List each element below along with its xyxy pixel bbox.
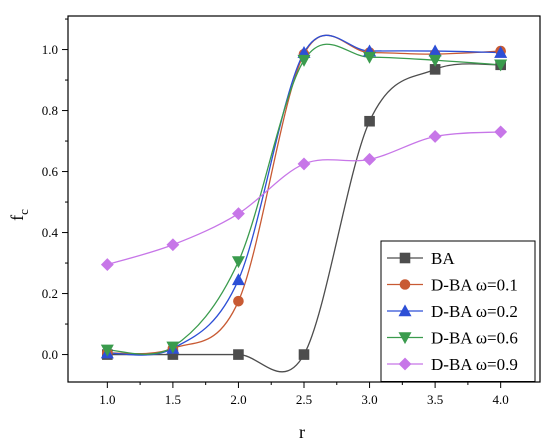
series-markers <box>100 44 508 360</box>
data-point-series-0 <box>298 349 310 360</box>
y-tick-label: 1.0 <box>42 42 58 57</box>
legend-marker <box>398 332 412 345</box>
data-point-series-3 <box>166 341 180 354</box>
series-line-2 <box>107 34 501 356</box>
x-axis-label: r <box>299 422 305 442</box>
legend-label: BA <box>431 249 455 268</box>
data-point-series-4 <box>428 130 442 143</box>
data-point-series-2 <box>231 273 245 286</box>
data-point-series-3 <box>363 51 377 64</box>
x-tick-marks: 1.0 1.5 2.0 2.5 3.0 3.5 4.0 <box>99 382 509 407</box>
x-tick-label: 1.5 <box>165 392 181 407</box>
data-point-series-3 <box>428 54 442 67</box>
y-axis-label-main: f <box>7 215 27 221</box>
x-tick-label: 3.0 <box>361 392 377 407</box>
y-axis-label-subscript: c <box>16 209 31 215</box>
y-tick-label: 0.2 <box>42 286 58 301</box>
data-point-series-3 <box>231 256 245 269</box>
plot-frame <box>67 15 541 383</box>
y-tick-label: 0.4 <box>42 225 59 240</box>
data-point-series-3 <box>100 344 114 357</box>
legend-label: D-BA ω=0.9 <box>431 355 518 374</box>
y-tick-label: 0.0 <box>42 347 58 362</box>
legend-label: D-BA ω=0.6 <box>431 329 518 348</box>
x-tick-label: 4.0 <box>493 392 509 407</box>
y-tick-label: 0.8 <box>42 103 58 118</box>
data-point-series-3 <box>297 54 311 67</box>
data-point-series-0 <box>233 349 244 360</box>
x-tick-label: 2.5 <box>296 392 312 407</box>
legend-label: D-BA ω=0.1 <box>431 276 518 295</box>
y-tick-marks: 0.0 0.2 0.4 0.6 0.8 1.0 <box>42 18 68 362</box>
axis-frame <box>67 15 541 383</box>
data-point-series-4 <box>232 207 245 221</box>
data-point-series-3 <box>494 59 508 72</box>
data-point-series-0 <box>364 115 375 127</box>
data-point-series-4 <box>297 157 311 171</box>
data-point-series-1 <box>233 295 244 307</box>
legend-marker <box>398 304 412 317</box>
legend-label: D-BA ω=0.2 <box>431 302 518 321</box>
y-tick-label: 0.6 <box>42 164 59 179</box>
data-point-series-4 <box>100 258 114 271</box>
data-point-series-4 <box>494 125 508 139</box>
data-point-series-4 <box>166 238 180 252</box>
y-axis-label: fc <box>7 209 31 221</box>
data-point-series-2 <box>494 45 508 58</box>
x-tick-label: 1.0 <box>99 392 115 407</box>
legend: BA D-BA ω=0.1 D-BA ω=0.2 D-BA ω=0.6 D-BA ω=0… <box>380 240 536 382</box>
data-point-series-4 <box>363 152 376 166</box>
legend-marker <box>398 357 412 371</box>
x-tick-label: 3.5 <box>427 392 443 407</box>
x-tick-label: 2.0 <box>230 392 246 407</box>
legend-marker <box>399 279 411 290</box>
legend-marker <box>399 252 411 264</box>
